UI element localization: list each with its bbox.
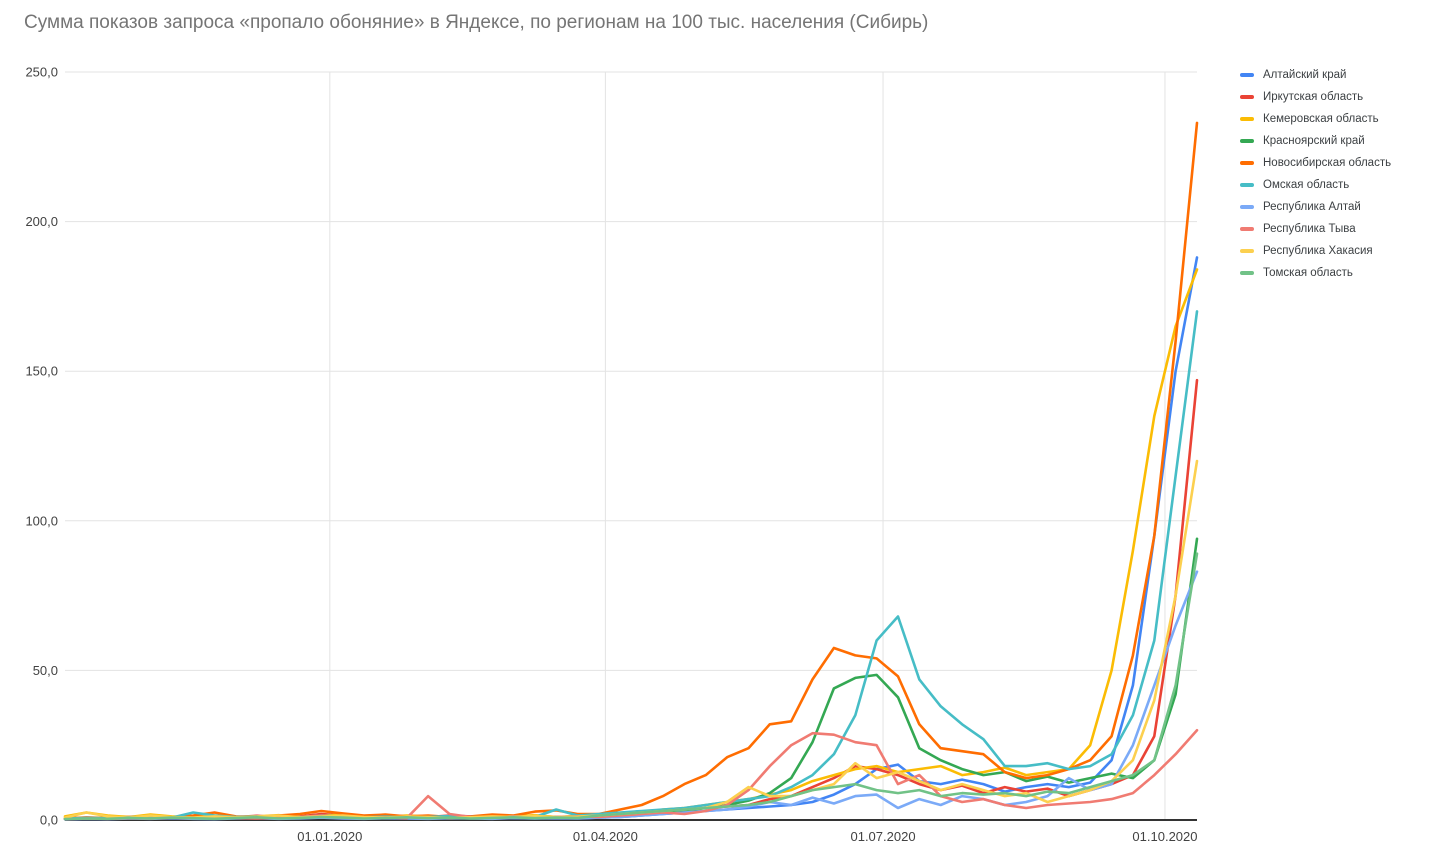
legend-item[interactable]: Алтайский край	[1240, 64, 1391, 86]
chart-title: Сумма показов запроса «пропало обоняние»…	[24, 12, 929, 33]
legend-item[interactable]: Кемеровская область	[1240, 108, 1391, 130]
legend-swatch	[1240, 95, 1254, 99]
series-line-новосибирская-область[interactable]	[63, 121, 1199, 820]
legend-item[interactable]: Омская область	[1240, 174, 1391, 196]
legend-item[interactable]: Республика Хакасия	[1240, 240, 1391, 262]
legend-label: Иркутская область	[1263, 91, 1364, 103]
legend-label: Республика Тыва	[1263, 223, 1356, 235]
legend-swatch	[1240, 183, 1254, 187]
y-axis-tick-label: 250,0	[25, 65, 58, 80]
legend-label: Новосибирская область	[1263, 157, 1392, 169]
legend: Алтайский край Иркутская область Кемеровск…	[1240, 64, 1391, 284]
series-line-алтайский-край[interactable]	[63, 256, 1199, 821]
x-axis-tick-label: 01.01.2020	[297, 829, 362, 844]
series-line-республика-алтай[interactable]	[63, 570, 1199, 821]
legend-label: Кемеровская область	[1263, 113, 1379, 125]
legend-swatch	[1240, 161, 1254, 165]
chart-canvas[interactable]: 0,0 50,0 100,0 150,0 200,0 250,0 01.01.2020 01.…	[0, 0, 1230, 858]
legend-label: Красноярский край	[1263, 135, 1365, 147]
series-line-республика-хакасия[interactable]	[63, 459, 1199, 820]
x-axis-tick-label: 01.07.2020	[850, 829, 915, 844]
legend-label: Республика Хакасия	[1263, 245, 1373, 257]
x-axis-tick-label: 01.04.2020	[573, 829, 638, 844]
series-line-кемеровская-область[interactable]	[63, 268, 1199, 819]
legend-item[interactable]: Иркутская область	[1240, 86, 1391, 108]
legend-label: Республика Алтай	[1263, 201, 1361, 213]
legend-swatch	[1240, 139, 1254, 143]
legend-swatch	[1240, 271, 1254, 275]
series-line-омская-область[interactable]	[63, 310, 1199, 820]
x-axis-tick-label: 01.10.2020	[1132, 829, 1197, 844]
legend-item[interactable]: Республика Алтай	[1240, 196, 1391, 218]
legend-swatch	[1240, 117, 1254, 121]
y-axis-tick-label: 0,0	[40, 813, 58, 828]
legend-item[interactable]: Красноярский край	[1240, 130, 1391, 152]
legend-swatch	[1240, 249, 1254, 253]
legend-item[interactable]: Новосибирская область	[1240, 152, 1391, 174]
legend-item[interactable]: Томская область	[1240, 262, 1391, 284]
legend-swatch	[1240, 205, 1254, 209]
legend-swatch	[1240, 227, 1254, 231]
series-line-иркутская-область[interactable]	[63, 378, 1199, 820]
y-axis-tick-label: 150,0	[25, 364, 58, 379]
legend-item[interactable]: Республика Тыва	[1240, 218, 1391, 240]
y-axis-tick-label: 200,0	[25, 214, 58, 229]
y-axis-tick-label: 50,0	[33, 663, 58, 678]
y-axis-tick-label: 100,0	[25, 513, 58, 528]
legend-label: Омская область	[1263, 179, 1350, 191]
legend-swatch	[1240, 73, 1254, 77]
series-line-томская-область[interactable]	[63, 552, 1199, 821]
legend-label: Алтайский край	[1263, 69, 1347, 81]
legend-label: Томская область	[1263, 267, 1353, 279]
